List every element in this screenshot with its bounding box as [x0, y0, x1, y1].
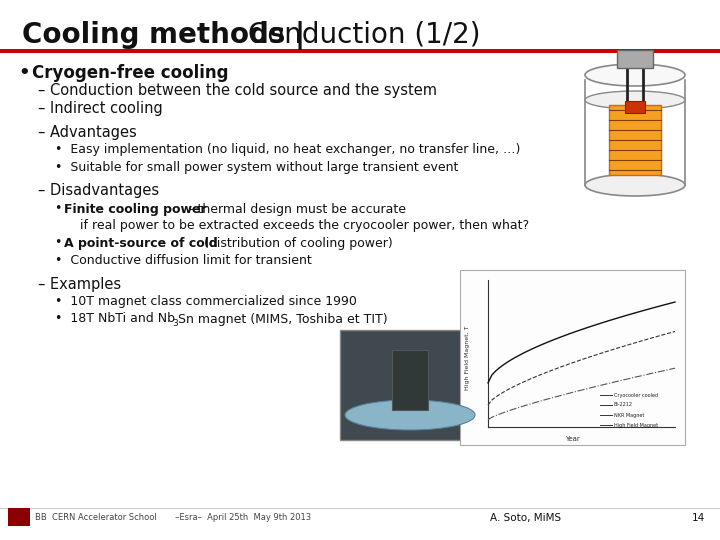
Text: A point-source of cold: A point-source of cold — [64, 237, 217, 249]
Text: 3: 3 — [172, 319, 178, 327]
Text: – Conduction between the cold source and the system: – Conduction between the cold source and… — [38, 84, 437, 98]
Bar — [460, 270, 685, 445]
Text: •: • — [55, 237, 71, 249]
Text: •: • — [18, 64, 30, 82]
Text: Finite cooling power: Finite cooling power — [64, 202, 207, 215]
Bar — [617, 50, 653, 68]
Text: – Advantages: – Advantages — [38, 125, 137, 139]
Text: Cooling methods |: Cooling methods | — [22, 21, 315, 50]
Text: (distribution of cooling power): (distribution of cooling power) — [200, 237, 392, 249]
Bar — [625, 101, 645, 113]
Text: •: • — [55, 202, 71, 215]
Ellipse shape — [345, 400, 475, 430]
Text: – Indirect cooling: – Indirect cooling — [38, 100, 163, 116]
Text: BB  CERN Accelerator School       –Esra–  April 25th  May 9th 2013: BB CERN Accelerator School –Esra– April … — [35, 514, 311, 523]
Text: – Disadvantages: – Disadvantages — [38, 184, 159, 199]
Ellipse shape — [585, 174, 685, 196]
Text: Cryogen-free cooling: Cryogen-free cooling — [32, 64, 228, 82]
Text: •  Conductive diffusion limit for transient: • Conductive diffusion limit for transie… — [55, 253, 312, 267]
Text: Conduction (1/2): Conduction (1/2) — [248, 21, 480, 49]
Text: Bi-2212: Bi-2212 — [614, 402, 633, 408]
Ellipse shape — [585, 64, 685, 86]
Ellipse shape — [585, 91, 685, 109]
Text: Year: Year — [565, 436, 580, 442]
Text: •  18T NbTi and Nb: • 18T NbTi and Nb — [55, 313, 175, 326]
Bar — [8, 508, 30, 526]
Bar — [0, 49, 720, 53]
Text: – Examples: – Examples — [38, 276, 121, 292]
Text: •  Easy implementation (no liquid, no heat exchanger, no transfer line, …): • Easy implementation (no liquid, no hea… — [55, 144, 521, 157]
Text: NKR Magnet: NKR Magnet — [614, 413, 644, 417]
Text: High Field Magnet: High Field Magnet — [614, 422, 658, 428]
Bar — [392, 350, 428, 410]
Text: - thermal design must be accurate: - thermal design must be accurate — [185, 202, 406, 215]
Text: if real power to be extracted exceeds the cryocooler power, then what?: if real power to be extracted exceeds th… — [80, 219, 529, 233]
Text: High Field Magnet, T: High Field Magnet, T — [466, 325, 470, 390]
Text: •  10T magnet class commercialized since 1990: • 10T magnet class commercialized since … — [55, 295, 357, 308]
Text: A. Soto, MiMS: A. Soto, MiMS — [490, 513, 561, 523]
Text: 14: 14 — [692, 513, 705, 523]
Bar — [609, 105, 661, 175]
Text: Cryocooler cooled: Cryocooler cooled — [614, 393, 658, 397]
Text: Sn magnet (MIMS, Toshiba et TIT): Sn magnet (MIMS, Toshiba et TIT) — [178, 313, 387, 326]
Bar — [340, 330, 480, 440]
Text: •  Suitable for small power system without large transient event: • Suitable for small power system withou… — [55, 160, 459, 173]
